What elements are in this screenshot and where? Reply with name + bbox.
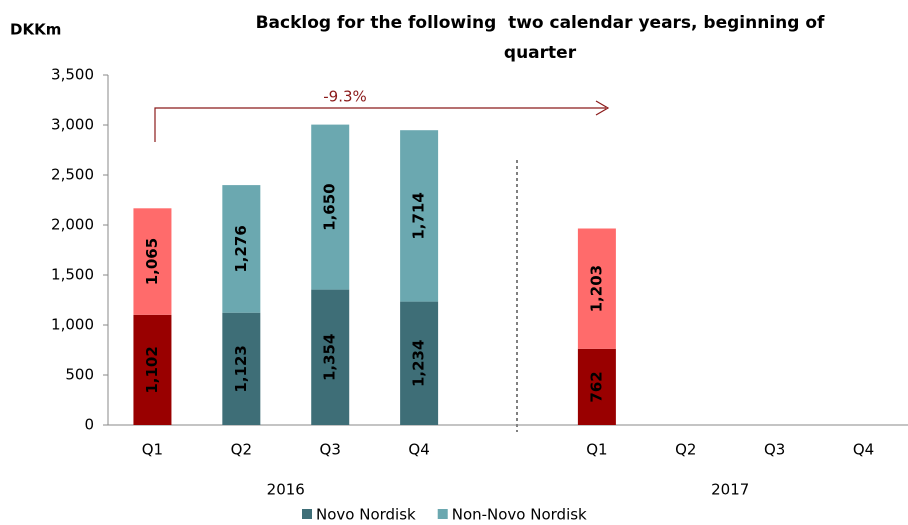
data-label: 1,650 <box>321 183 339 230</box>
bar-segment <box>222 312 261 425</box>
bar-segment <box>400 130 439 302</box>
x-tick-label: Q4 <box>408 441 429 459</box>
bar-segment <box>133 208 172 315</box>
data-label: 762 <box>587 371 605 402</box>
bar-segment <box>400 301 439 425</box>
data-label: 1,123 <box>232 345 250 392</box>
y-tick-label: 1,000 <box>51 316 94 334</box>
legend-label: Novo Nordisk <box>316 506 416 524</box>
data-label: 1,203 <box>587 265 605 312</box>
y-tick-label: 0 <box>84 416 94 434</box>
y-axis-label: DKKm <box>10 21 61 39</box>
chart-title: Backlog for the following two calendar y… <box>255 13 831 63</box>
bar-segment <box>311 124 350 290</box>
y-tick-label: 2,500 <box>51 166 94 184</box>
x-tick-label: Q3 <box>764 441 785 459</box>
legend-label: Non-Novo Nordisk <box>452 506 587 524</box>
data-label: 1,354 <box>321 334 339 381</box>
arrow-head <box>595 100 610 116</box>
data-label: 1,234 <box>410 340 428 387</box>
bar-segment <box>577 228 616 349</box>
x-tick-label: Q1 <box>142 441 163 459</box>
bar-segment <box>133 314 172 425</box>
x-tick-label: Q3 <box>320 441 341 459</box>
group-label: 2017 <box>711 481 749 499</box>
annotation: -9.3% <box>323 88 367 106</box>
y-tick-label: 2,000 <box>51 216 94 234</box>
y-tick-label: 500 <box>65 366 94 384</box>
bar-segment <box>222 185 261 313</box>
legend-swatch <box>437 509 448 519</box>
y-tick-label: 1,500 <box>51 266 94 284</box>
data-label: 1,102 <box>143 346 161 393</box>
bar-segment <box>311 289 350 425</box>
data-label: 1,276 <box>232 225 250 272</box>
x-tick-label: Q2 <box>675 441 696 459</box>
group-label: 2016 <box>267 481 305 499</box>
bar-segment <box>577 348 616 425</box>
y-tick-label: 3,500 <box>51 66 94 84</box>
data-label: 1,714 <box>410 192 428 239</box>
legend-swatch <box>302 509 312 519</box>
data-label: 1,065 <box>143 238 161 285</box>
arrow <box>154 107 606 142</box>
x-tick-label: Q1 <box>586 441 607 459</box>
x-tick-label: Q2 <box>231 441 252 459</box>
x-tick-label: Q4 <box>853 441 874 459</box>
y-tick-label: 3,000 <box>51 116 94 134</box>
